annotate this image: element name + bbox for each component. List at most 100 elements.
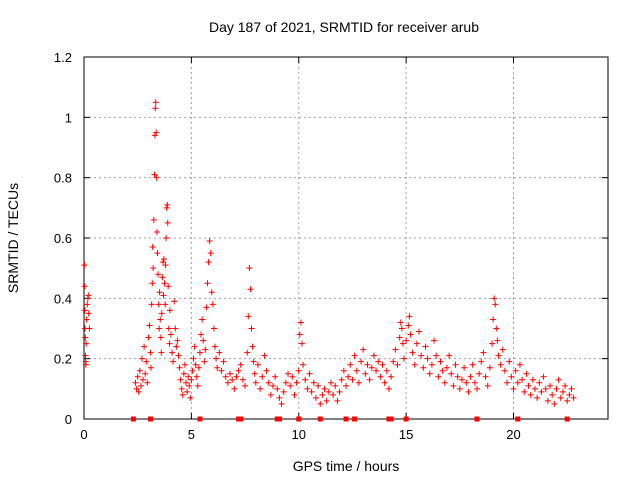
data-point: [551, 400, 558, 407]
data-point: [394, 361, 401, 368]
data-point: [250, 358, 257, 365]
data-point: [420, 364, 427, 371]
data-point: [564, 397, 571, 404]
baseline-marker: [276, 416, 282, 422]
y-axis-label: SRMTID / TECUs: [5, 183, 21, 293]
data-point: [160, 292, 167, 299]
data-point: [463, 379, 470, 386]
baseline-marker: [352, 416, 358, 422]
data-point: [398, 325, 405, 332]
baseline-marker: [317, 416, 323, 422]
data-point: [471, 379, 478, 386]
data-point: [413, 340, 420, 347]
baseline-marker: [197, 416, 203, 422]
data-point: [534, 394, 541, 401]
data-point: [134, 373, 141, 380]
data-point: [287, 382, 294, 389]
data-point: [192, 361, 199, 368]
data-point: [426, 370, 433, 377]
data-point: [327, 379, 334, 386]
data-point: [400, 355, 407, 362]
data-point: [204, 280, 211, 287]
data-point: [568, 385, 575, 392]
data-point: [289, 373, 296, 380]
data-point: [152, 105, 159, 112]
data-point: [175, 352, 182, 359]
data-point: [368, 364, 375, 371]
data-point: [454, 373, 461, 380]
data-point: [138, 355, 145, 362]
data-point: [501, 367, 508, 374]
data-point: [263, 367, 270, 374]
data-point: [143, 358, 150, 365]
data-point: [510, 385, 517, 392]
data-point: [252, 379, 259, 386]
data-point: [218, 367, 225, 374]
data-point: [179, 391, 186, 398]
data-point: [148, 364, 155, 371]
data-point: [431, 337, 438, 344]
data-point: [162, 262, 169, 269]
data-point: [170, 358, 177, 365]
data-point: [213, 355, 220, 362]
data-point: [476, 370, 483, 377]
data-point: [547, 382, 554, 389]
data-point: [141, 343, 148, 350]
data-point: [553, 385, 560, 392]
baseline-marker: [564, 416, 570, 422]
y-tick-label: 0: [65, 412, 72, 427]
data-point: [150, 216, 157, 223]
data-point: [81, 283, 88, 290]
data-point: [319, 391, 326, 398]
data-point: [557, 394, 564, 401]
data-point: [375, 358, 382, 365]
data-point: [293, 379, 300, 386]
data-point: [278, 400, 285, 407]
data-point: [437, 358, 444, 365]
data-point: [497, 361, 504, 368]
data-point: [495, 352, 502, 359]
data-point: [392, 346, 399, 353]
data-point: [310, 379, 317, 386]
data-point: [156, 325, 163, 332]
y-tick-label: 0.8: [54, 171, 72, 186]
data-point: [176, 364, 183, 371]
data-point: [443, 364, 450, 371]
data-point: [83, 316, 90, 323]
data-point: [562, 382, 569, 389]
data-point: [196, 349, 203, 356]
data-point: [159, 274, 166, 281]
data-point: [193, 373, 200, 380]
data-point: [242, 382, 249, 389]
data-point: [199, 316, 206, 323]
baseline-marker: [403, 416, 409, 422]
data-point: [544, 397, 551, 404]
data-point: [302, 376, 309, 383]
data-point: [167, 331, 174, 338]
data-point: [295, 367, 302, 374]
data-point: [512, 367, 519, 374]
data-point: [136, 367, 143, 374]
data-point: [82, 361, 89, 368]
data-point: [377, 373, 384, 380]
data-point: [330, 391, 337, 398]
y-tick-label: 1: [65, 110, 72, 125]
data-point: [147, 349, 154, 356]
data-point: [265, 379, 272, 386]
data-point: [315, 382, 322, 389]
data-point: [154, 228, 161, 235]
data-point: [525, 382, 532, 389]
data-point: [169, 349, 176, 356]
data-point: [494, 337, 501, 344]
data-point: [206, 238, 213, 245]
baseline-marker: [148, 416, 154, 422]
x-axis-label: GPS time / hours: [293, 458, 400, 474]
data-point: [165, 325, 172, 332]
data-point: [247, 286, 254, 293]
data-point: [490, 316, 497, 323]
data-point: [150, 265, 157, 272]
data-point: [269, 382, 276, 389]
data-point: [245, 313, 252, 320]
data-point: [409, 349, 416, 356]
data-point: [521, 388, 528, 395]
